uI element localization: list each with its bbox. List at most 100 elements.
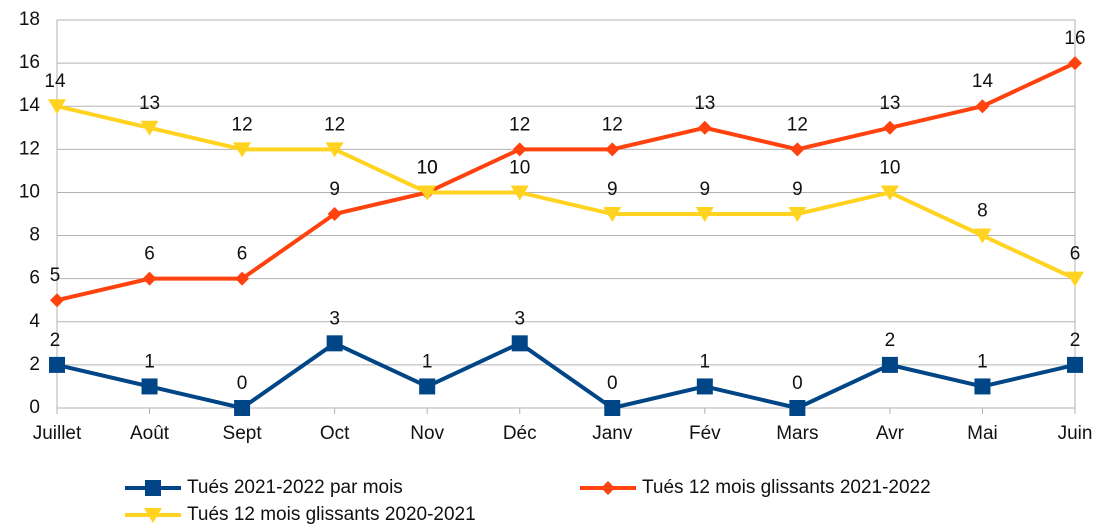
data-label: 1 [144, 351, 155, 372]
data-label: 16 [1064, 28, 1085, 49]
point-marker [142, 271, 157, 286]
data-label: 3 [329, 308, 340, 329]
point-marker [48, 99, 66, 115]
data-label: 2 [1070, 330, 1081, 351]
data-label: 13 [139, 93, 160, 114]
point-marker [788, 207, 807, 222]
point-marker [975, 99, 990, 114]
y-tick-label: 0 [29, 397, 40, 418]
data-label: 12 [602, 114, 623, 135]
data-label: 8 [977, 201, 988, 222]
data-label: 2 [50, 330, 61, 351]
data-label: 13 [694, 93, 715, 114]
point-marker [696, 378, 713, 395]
series-line [56, 341, 1076, 411]
x-tick-label: Août [130, 423, 170, 444]
x-tick-label: Juillet [33, 423, 82, 444]
point-marker [882, 120, 897, 135]
y-tick-label: 18 [19, 9, 40, 30]
legend-label: Tués 12 mois glissants 2021-2022 [642, 477, 931, 498]
data-label: 12 [232, 114, 253, 135]
point-marker [141, 378, 158, 395]
x-tick-label: Déc [503, 423, 537, 444]
data-label: 5 [50, 265, 61, 286]
point-marker [1068, 56, 1082, 71]
point-marker [512, 142, 527, 157]
point-marker [511, 335, 528, 352]
x-tick-label: Mai [967, 423, 998, 444]
y-tick-label: 12 [19, 138, 40, 159]
data-label: 9 [792, 179, 803, 200]
legend-marker [145, 480, 161, 496]
data-label: 12 [324, 114, 345, 135]
x-tick-label: Oct [320, 423, 350, 444]
data-label: 10 [879, 157, 900, 178]
x-tick-label: Fév [689, 423, 721, 444]
data-label: 14 [972, 71, 994, 92]
point-marker [790, 142, 805, 157]
y-tick-label: 6 [29, 268, 40, 289]
data-label: 0 [792, 373, 803, 394]
data-label: 1 [977, 351, 988, 372]
legend-label: Tués 12 mois glissants 2020-2021 [187, 504, 476, 525]
data-label: 9 [329, 179, 340, 200]
legend-marker [144, 508, 162, 523]
data-label: 6 [237, 244, 248, 265]
y-tick-label: 14 [19, 95, 41, 116]
point-marker [880, 185, 899, 201]
data-label: 10 [417, 157, 438, 178]
point-marker [327, 207, 342, 221]
data-label: 6 [144, 244, 155, 265]
y-tick-label: 2 [29, 354, 40, 375]
x-tick-label: Nov [410, 423, 444, 444]
y-tick-label: 10 [19, 181, 40, 202]
data-label: 0 [237, 373, 248, 394]
series-line [56, 61, 1076, 303]
legend-marker [601, 481, 615, 495]
series-line [56, 104, 1076, 281]
data-label: 12 [787, 114, 808, 135]
point-marker [1066, 271, 1084, 287]
point-marker [326, 335, 343, 352]
y-tick-label: 8 [29, 225, 40, 246]
x-tick-label: Sept [223, 423, 263, 444]
point-marker [881, 356, 898, 373]
data-label: 13 [879, 93, 900, 114]
point-marker [605, 142, 620, 157]
point-marker [603, 207, 622, 222]
point-marker [1067, 356, 1083, 373]
data-label: 9 [607, 179, 618, 200]
x-tick-label: Juin [1058, 423, 1093, 444]
data-label: 1 [422, 351, 433, 372]
x-tick-label: Janv [592, 423, 633, 444]
y-tick-label: 4 [29, 311, 40, 332]
point-marker [50, 293, 64, 308]
point-marker [49, 356, 65, 373]
point-marker [510, 185, 529, 201]
data-label: 2 [885, 330, 896, 351]
x-tick-label: Mars [776, 423, 818, 444]
data-label: 0 [607, 373, 618, 394]
point-marker [233, 142, 252, 158]
point-marker [140, 120, 159, 136]
point-marker [325, 142, 344, 158]
data-label: 10 [417, 157, 438, 178]
legend-label: Tués 2021-2022 par mois [187, 477, 403, 498]
data-label: 9 [700, 179, 711, 200]
y-tick-label: 16 [19, 52, 40, 73]
point-marker [604, 400, 621, 416]
point-marker [234, 400, 251, 416]
point-marker [697, 120, 712, 135]
point-marker [418, 185, 437, 201]
point-marker [419, 378, 436, 395]
point-marker [974, 378, 991, 395]
data-label: 12 [509, 114, 530, 135]
point-marker [695, 207, 714, 222]
point-marker [235, 271, 250, 286]
point-marker [789, 400, 806, 416]
data-label: 6 [1070, 244, 1081, 265]
data-label: 10 [509, 157, 530, 178]
data-label: 1 [700, 351, 711, 372]
data-label: 3 [514, 308, 525, 329]
